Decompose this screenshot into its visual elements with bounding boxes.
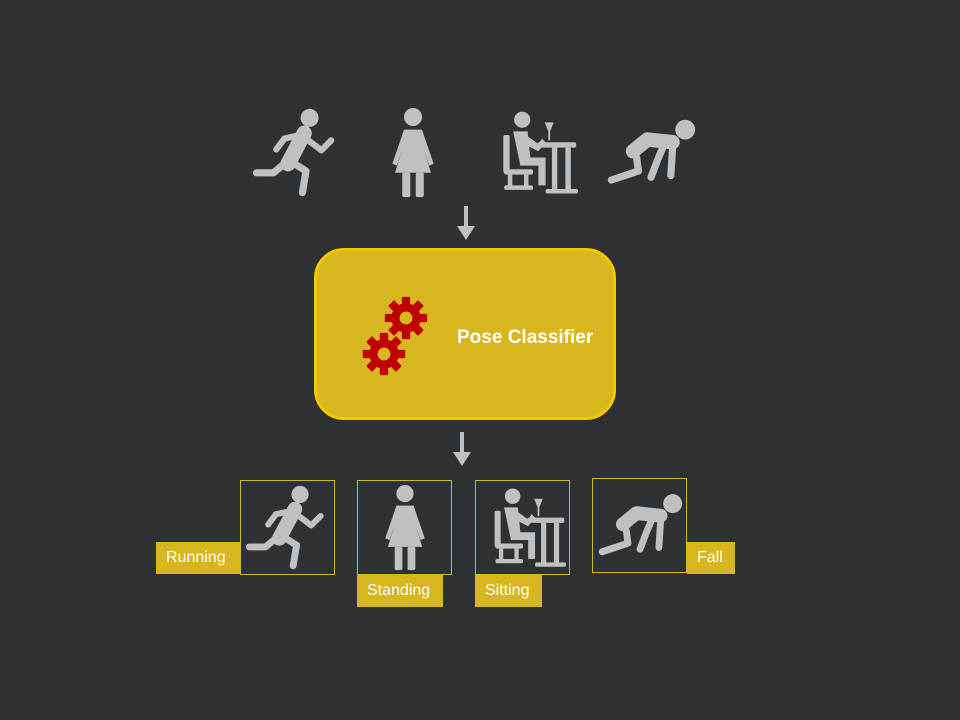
sitting-person-icon [488,108,578,198]
running-person-icon [245,485,331,571]
fallen-person-icon [606,108,696,198]
fallen-person-icon [597,483,683,569]
pose-classifier-label: Pose Classifier [457,327,594,348]
standing-person-icon [362,485,448,571]
output-sitting-box [475,480,570,575]
output-label-fall: Fall [687,542,735,574]
gears-icon [357,295,437,379]
running-person-icon [252,108,342,198]
output-fall-box [592,478,687,573]
output-label-sitting: Sitting [475,575,542,607]
down-arrow-icon [452,432,472,468]
down-arrow-icon [456,206,476,242]
pose-classifier-box: Pose Classifier [314,248,616,420]
output-label-standing: Standing [357,575,443,607]
output-standing-box [357,480,452,575]
output-label-running: Running [156,542,240,574]
sitting-person-icon [480,485,566,571]
output-running-box [240,480,335,575]
standing-person-icon [368,108,458,198]
